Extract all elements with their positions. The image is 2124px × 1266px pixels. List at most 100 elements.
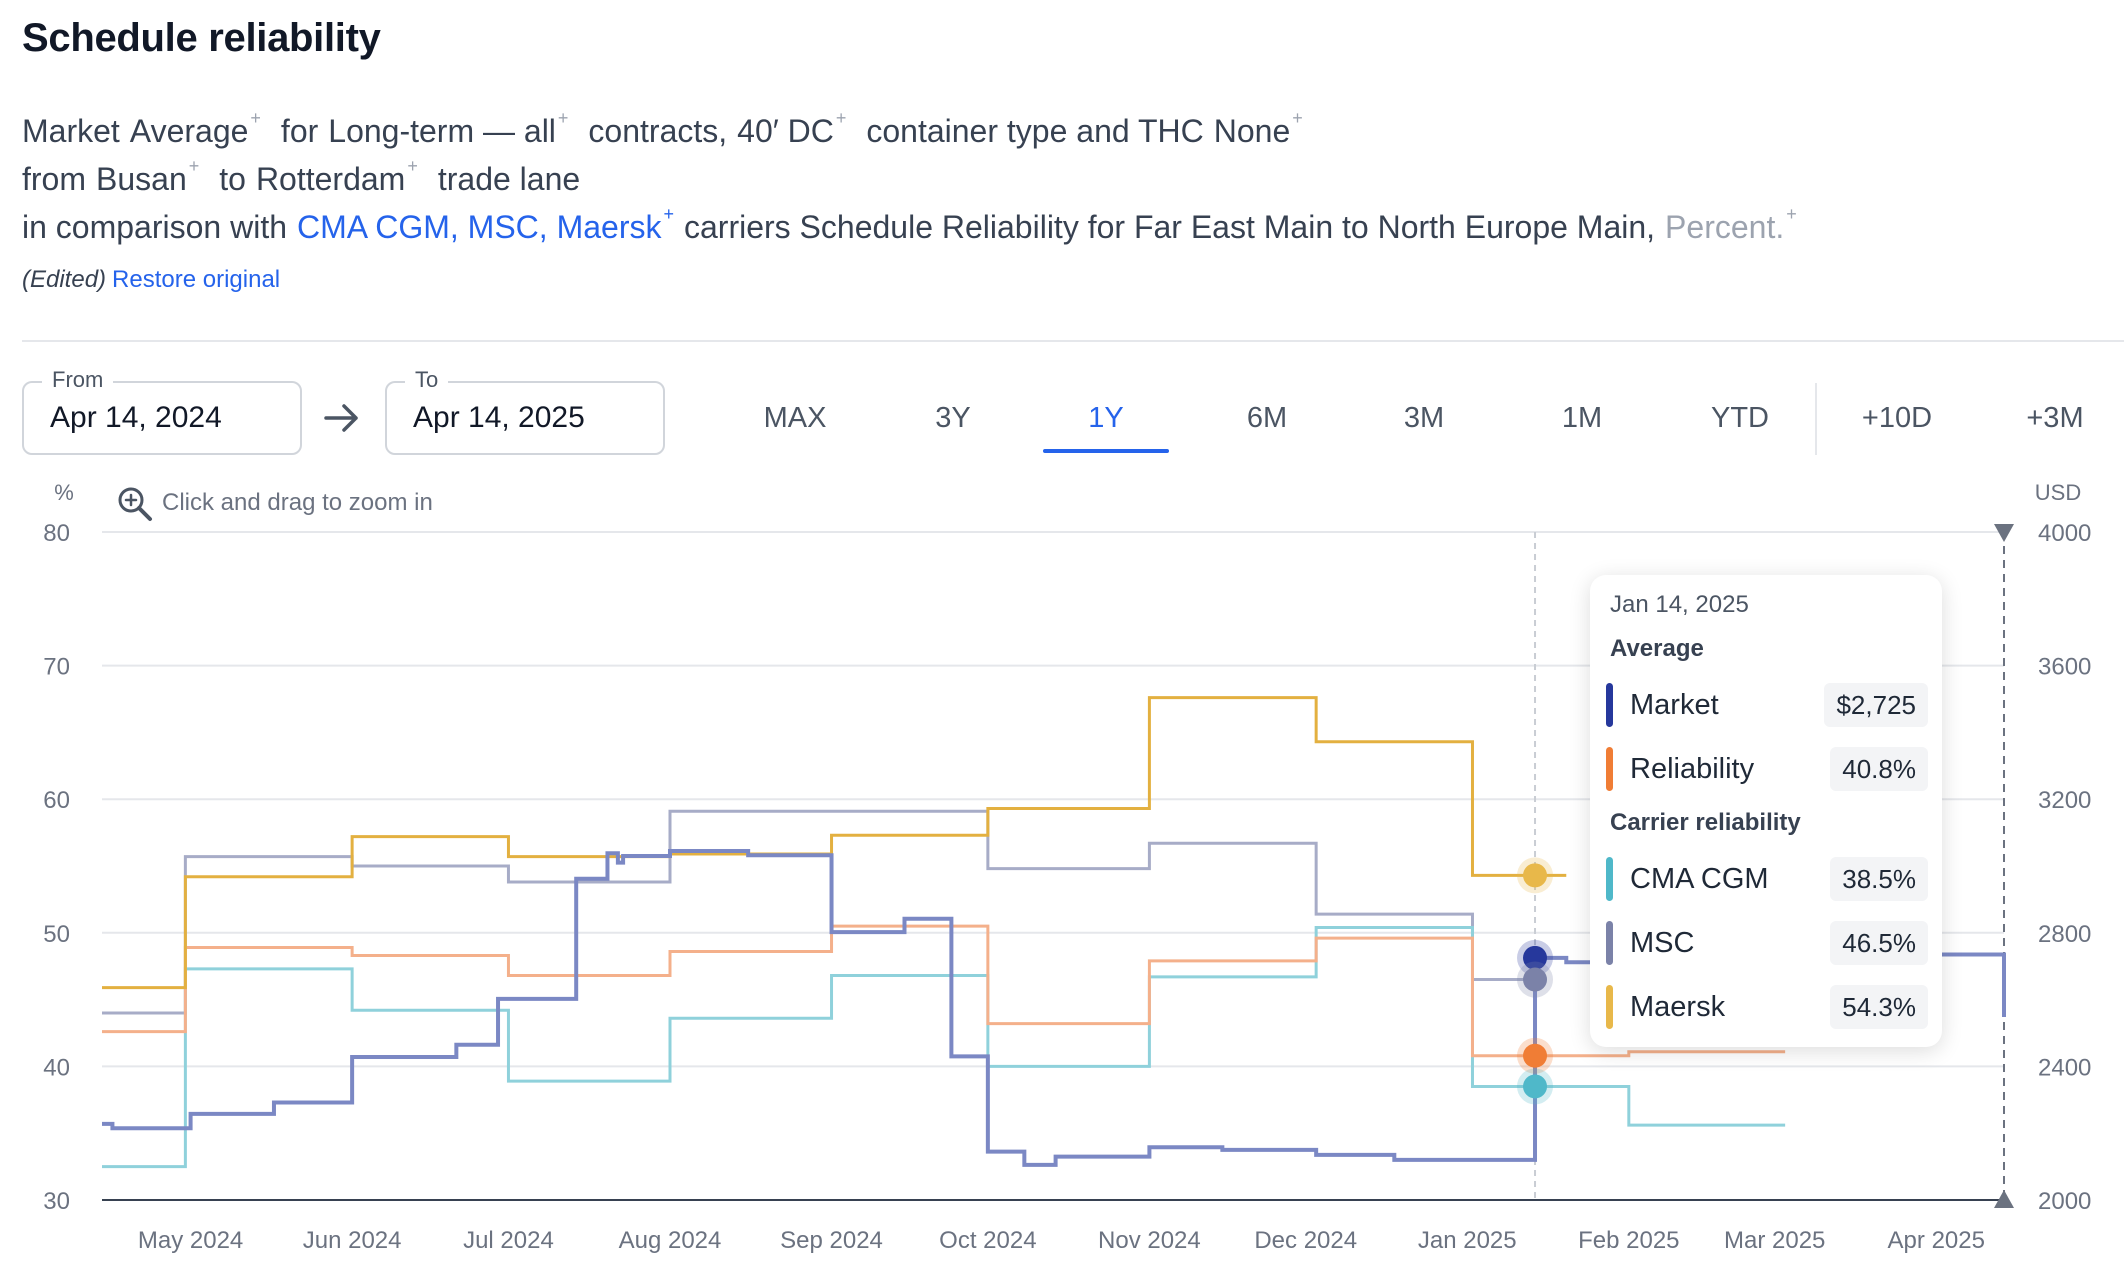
- x-tick-label: Dec 2024: [1254, 1227, 1357, 1254]
- hover-dot-cma-cgm: [1523, 1074, 1548, 1099]
- legend-swatch: [1606, 985, 1613, 1029]
- y-left-tick-label: 80: [43, 520, 70, 547]
- from-date-value[interactable]: Apr 14, 2024: [50, 401, 222, 434]
- series-line-reliability: [102, 924, 1786, 1058]
- range-button-3y[interactable]: 3Y: [935, 402, 971, 434]
- range-end-triangle-top: [1994, 524, 2014, 542]
- y-left-unit-label: %: [54, 480, 74, 505]
- legend-swatch: [1606, 857, 1613, 901]
- description-line-2: from Busan + to Rotterdam + trade lane: [22, 156, 580, 198]
- thc-selector[interactable]: None: [1213, 113, 1291, 149]
- range-button-plus-10d[interactable]: +10D: [1861, 402, 1933, 434]
- x-tick-label: Nov 2024: [1098, 1227, 1201, 1254]
- range-button-1y[interactable]: 1Y: [1088, 402, 1124, 434]
- tooltip-row-value: $2,725: [1824, 683, 1928, 727]
- tooltip-average-heading: Average: [1610, 635, 1704, 662]
- range-button-1m[interactable]: 1M: [1561, 402, 1603, 434]
- series-line-maersk: [102, 696, 1567, 990]
- description-reliability: carriers Schedule Reliability for Far Ea…: [683, 209, 1656, 245]
- x-tick-label: Oct 2024: [939, 1227, 1036, 1254]
- tooltip-row-maersk: Maersk 54.3%: [1606, 981, 1928, 1031]
- y-left-tick-label: 30: [43, 1188, 70, 1215]
- carriers-plus-icon[interactable]: +: [663, 204, 674, 225]
- from-date-field[interactable]: From Apr 14, 2024: [22, 367, 302, 455]
- edited-row: (Edited) Restore original: [22, 266, 280, 294]
- range-button-plus-3m[interactable]: +3M: [2026, 402, 2084, 434]
- tooltip-row-value: 40.8%: [1830, 747, 1928, 791]
- tooltip-row-value: 54.3%: [1830, 985, 1928, 1029]
- unit-selector[interactable]: Percent.: [1665, 209, 1785, 245]
- term-selector[interactable]: Long-term — all: [328, 113, 556, 149]
- y-right-tick-label: 2000: [2038, 1188, 2091, 1215]
- description-for: for: [280, 113, 319, 149]
- tooltip-row-value: 46.5%: [1830, 921, 1928, 965]
- x-tick-label: Sep 2024: [780, 1227, 883, 1254]
- arrow-right-icon: [324, 404, 358, 432]
- tooltip-row-reliability: Reliability 40.8%: [1606, 743, 1928, 793]
- average-selector[interactable]: Average: [129, 113, 249, 149]
- range-button-3m[interactable]: 3M: [1403, 402, 1445, 434]
- y-right-tick-label: 3200: [2038, 787, 2091, 814]
- tooltip-row-name: Reliability: [1630, 753, 1755, 785]
- description-from: from: [22, 161, 86, 197]
- range-end-triangle-bottom: [1994, 1190, 2014, 1208]
- range-button-6m[interactable]: 6M: [1246, 402, 1288, 434]
- to-date-value[interactable]: Apr 14, 2025: [413, 401, 585, 434]
- tooltip-date: Jan 14, 2025: [1610, 591, 1749, 618]
- carriers-selector[interactable]: CMA CGM, MSC, Maersk: [297, 209, 662, 245]
- hover-dot-msc: [1523, 967, 1548, 992]
- y-left-tick-label: 70: [43, 654, 70, 681]
- description-market: Market: [22, 113, 120, 149]
- destination-plus-icon[interactable]: +: [407, 156, 418, 177]
- x-tick-label: May 2024: [138, 1227, 243, 1254]
- series-line-market: [102, 848, 2006, 1167]
- tooltip-row-msc: MSC 46.5%: [1606, 917, 1928, 967]
- range-button-max[interactable]: MAX: [763, 402, 827, 434]
- x-tick-label: Feb 2025: [1578, 1227, 1679, 1254]
- to-label: To: [405, 367, 449, 393]
- x-tick-label: Jul 2024: [463, 1227, 554, 1254]
- chart-tooltip: Jan 14, 2025 Average Market $2,725 Relia…: [1590, 575, 1942, 1047]
- series-line-msc: [102, 809, 1536, 1015]
- description-contracts: contracts,: [588, 113, 728, 149]
- divider: [22, 340, 2124, 342]
- y-left-tick-label: 50: [43, 921, 70, 948]
- description-to: to: [219, 161, 246, 197]
- unit-plus-icon[interactable]: +: [1786, 204, 1797, 225]
- destination-selector[interactable]: Rotterdam: [255, 161, 406, 197]
- container-plus-icon[interactable]: +: [835, 108, 847, 129]
- description-container-text: container type and THC: [866, 113, 1204, 149]
- page-title: Schedule reliability: [22, 16, 381, 60]
- average-plus-icon[interactable]: +: [250, 108, 261, 129]
- tooltip-row-name: MSC: [1630, 927, 1695, 959]
- zoom-hint: Click and drag to zoom in: [162, 489, 433, 516]
- container-selector[interactable]: 40′ DC: [737, 113, 834, 149]
- active-range-indicator: [1043, 449, 1169, 453]
- edited-label: (Edited): [22, 266, 107, 293]
- x-tick-label: Mar 2025: [1724, 1227, 1825, 1254]
- description-comparison: in comparison with: [22, 209, 287, 245]
- y-right-tick-label: 3600: [2038, 654, 2091, 681]
- tooltip-row-market: Market $2,725: [1606, 679, 1928, 729]
- tooltip-row-name: CMA CGM: [1630, 863, 1769, 895]
- origin-selector[interactable]: Busan: [96, 161, 187, 197]
- x-tick-label: Jun 2024: [303, 1227, 402, 1254]
- restore-original-link[interactable]: Restore original: [112, 266, 281, 293]
- term-plus-icon[interactable]: +: [557, 108, 569, 129]
- y-right-unit-label: USD: [2035, 480, 2081, 505]
- thc-plus-icon[interactable]: +: [1292, 108, 1303, 129]
- x-tick-label: Jan 2025: [1418, 1227, 1517, 1254]
- range-separator: [1815, 383, 1817, 455]
- legend-swatch: [1606, 683, 1613, 727]
- range-button-ytd[interactable]: YTD: [1711, 402, 1769, 434]
- reliability-chart[interactable]: 30 2000 40 2400 50 2800 60 3200 70 3600 80 4000% USD…: [0, 470, 2124, 1266]
- origin-plus-icon[interactable]: +: [188, 156, 200, 177]
- x-tick-label: Aug 2024: [619, 1227, 722, 1254]
- to-date-field[interactable]: To Apr 14, 2025: [385, 367, 665, 455]
- tooltip-row-name: Market: [1630, 689, 1719, 721]
- zoom-in-icon[interactable]: [116, 485, 154, 523]
- y-right-tick-label: 4000: [2038, 520, 2091, 547]
- y-left-tick-label: 60: [43, 787, 70, 814]
- y-left-tick-label: 40: [43, 1054, 70, 1081]
- description-line-1: Market Average + for Long-term — all + contrac…: [22, 108, 1303, 150]
